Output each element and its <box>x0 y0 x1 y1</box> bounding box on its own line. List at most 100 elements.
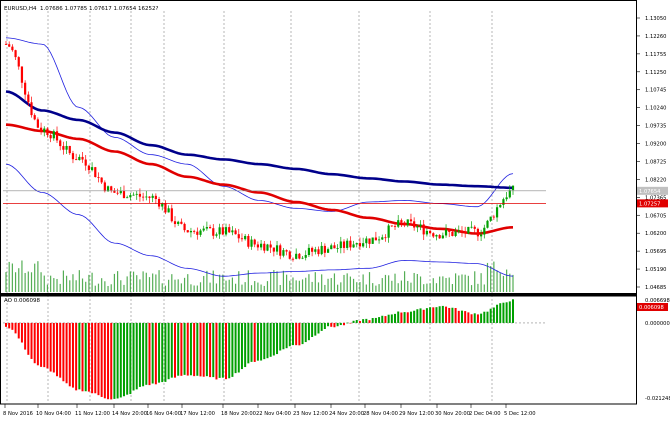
candle-body[interactable] <box>432 233 435 237</box>
candle-body[interactable] <box>397 220 400 227</box>
candle-body[interactable] <box>444 229 448 236</box>
candle-body[interactable] <box>161 203 164 207</box>
candle-body[interactable] <box>205 227 208 229</box>
candle-body[interactable] <box>17 57 20 67</box>
candle-body[interactable] <box>259 243 263 248</box>
candle-body[interactable] <box>511 185 515 191</box>
candle-body[interactable] <box>279 245 282 256</box>
candle-body[interactable] <box>116 192 119 194</box>
candle-body[interactable] <box>84 159 87 166</box>
candle-body[interactable] <box>142 196 145 198</box>
candle-body[interactable] <box>304 255 307 258</box>
candle-body[interactable] <box>371 237 374 244</box>
candle-body[interactable] <box>212 228 215 236</box>
candle-body[interactable] <box>71 153 75 160</box>
candle-body[interactable] <box>483 227 486 235</box>
candle-body[interactable] <box>307 247 311 256</box>
candle-body[interactable] <box>196 231 199 235</box>
candle-body[interactable] <box>186 230 189 233</box>
candle-body[interactable] <box>237 234 240 239</box>
candle-body[interactable] <box>495 207 499 218</box>
candle-body[interactable] <box>234 230 237 235</box>
candle-body[interactable] <box>49 135 52 139</box>
candle-body[interactable] <box>170 208 173 222</box>
candle-body[interactable] <box>330 245 333 250</box>
candle-body[interactable] <box>256 244 260 248</box>
candle-body[interactable] <box>231 230 234 233</box>
candle-body[interactable] <box>435 235 438 237</box>
candle-body[interactable] <box>81 156 84 160</box>
candle-body[interactable] <box>295 253 298 259</box>
candle-body[interactable] <box>422 224 425 235</box>
candle-body[interactable] <box>39 127 43 133</box>
candle-body[interactable] <box>173 221 177 224</box>
candle-body[interactable] <box>502 199 505 205</box>
candle-body[interactable] <box>43 128 46 133</box>
candle-body[interactable] <box>103 182 106 192</box>
candle-body[interactable] <box>508 190 511 198</box>
candle-body[interactable] <box>157 198 161 207</box>
candle-body[interactable] <box>403 222 406 226</box>
candle-body[interactable] <box>505 197 508 200</box>
candle-body[interactable] <box>377 239 381 241</box>
candle-body[interactable] <box>221 227 224 235</box>
candle-body[interactable] <box>263 243 266 251</box>
candle-body[interactable] <box>480 234 483 237</box>
candle-body[interactable] <box>135 193 138 195</box>
candle-body[interactable] <box>339 241 342 249</box>
candle-body[interactable] <box>164 203 167 213</box>
candle-body[interactable] <box>489 216 492 221</box>
price-axis[interactable]: 1.13050 1.12260 1.11755 1.11250 1.10745 1.102… <box>636 16 668 291</box>
candle-body[interactable] <box>202 228 205 231</box>
candle-body[interactable] <box>215 234 218 236</box>
candle-body[interactable] <box>180 221 183 224</box>
candle-body[interactable] <box>46 128 49 136</box>
candle-body[interactable] <box>460 230 464 232</box>
candle-body[interactable] <box>311 247 314 252</box>
candle-body[interactable] <box>374 237 377 241</box>
candle-body[interactable] <box>228 227 231 233</box>
candle-body[interactable] <box>301 257 304 259</box>
candle-body[interactable] <box>269 244 272 248</box>
candle-body[interactable] <box>451 231 454 236</box>
candle-body[interactable] <box>355 243 358 245</box>
candlesticks[interactable] <box>4 40 515 262</box>
candle-body[interactable] <box>393 226 397 228</box>
candle-body[interactable] <box>94 167 97 178</box>
candle-body[interactable] <box>342 241 346 248</box>
candle-body[interactable] <box>244 235 247 240</box>
candle-body[interactable] <box>59 140 62 147</box>
candle-body[interactable] <box>358 243 362 247</box>
candle-body[interactable] <box>454 231 457 236</box>
candle-body[interactable] <box>138 193 142 197</box>
candle-body[interactable] <box>199 230 202 235</box>
candle-body[interactable] <box>323 245 326 253</box>
candle-body[interactable] <box>4 44 8 45</box>
candle-body[interactable] <box>52 131 55 139</box>
candle-body[interactable] <box>336 248 339 249</box>
candle-body[interactable] <box>282 250 285 256</box>
candle-body[interactable] <box>298 253 301 259</box>
candle-body[interactable] <box>8 44 11 47</box>
candle-body[interactable] <box>126 197 129 199</box>
candle-body[interactable] <box>224 227 228 235</box>
candle-body[interactable] <box>240 238 244 240</box>
candle-body[interactable] <box>486 220 489 228</box>
candle-body[interactable] <box>30 102 33 116</box>
candle-body[interactable] <box>320 245 323 255</box>
candle-body[interactable] <box>425 230 429 235</box>
candle-body[interactable] <box>154 195 157 199</box>
candle-body[interactable] <box>406 219 409 226</box>
candle-body[interactable] <box>409 219 413 222</box>
time-axis[interactable]: 8 Nov 2016 10 Nov 04:00 11 Nov 12:00 14 Nov… <box>3 404 536 417</box>
candle-body[interactable] <box>113 190 116 193</box>
candle-body[interactable] <box>97 177 100 178</box>
candle-body[interactable] <box>448 229 451 232</box>
candle-body[interactable] <box>400 220 403 223</box>
candle-body[interactable] <box>33 115 36 120</box>
candle-body[interactable] <box>441 235 444 239</box>
candle-body[interactable] <box>314 249 317 252</box>
candle-body[interactable] <box>368 238 371 244</box>
